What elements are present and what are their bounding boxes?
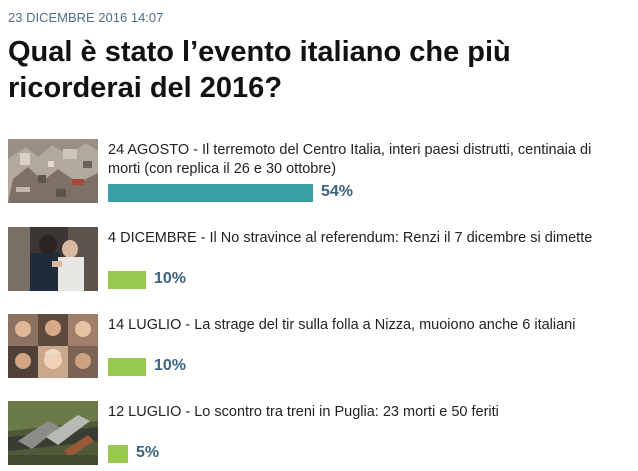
result-percent: 54% [321, 183, 354, 200]
result-bar-row: 54% [108, 183, 626, 202]
poll-option-treni-puglia[interactable]: 12 LUGLIO - Lo scontro tra treni in Pugl… [8, 401, 632, 465]
earthquake-rubble-photo [8, 139, 98, 203]
poll-option-text: 12 LUGLIO - Lo scontro tra treni in Pugl… [108, 404, 499, 420]
poll-option-terremoto[interactable]: 24 AGOSTO - Il terremoto del Centro Ital… [8, 139, 632, 203]
result-percent: 10% [154, 270, 187, 287]
victims-faces-collage-photo [8, 314, 98, 378]
result-bar [108, 184, 313, 202]
result-percent: 10% [154, 357, 187, 374]
result-bar [108, 445, 128, 463]
result-bar-row: 5% [108, 444, 626, 463]
result-bar [108, 358, 146, 376]
result-bar-row: 10% [108, 270, 626, 289]
poll-option-referendum[interactable]: 4 DICEMBRE - Il No stravince al referend… [8, 227, 632, 291]
poll-option-text: 14 LUGLIO - La strage del tir sulla foll… [108, 317, 576, 333]
train-crash-photo [8, 401, 98, 465]
result-percent: 5% [136, 444, 160, 461]
article-date: 23 DICEMBRE 2016 14:07 [8, 10, 164, 25]
poll-option-text: 4 DICEMBRE - Il No stravince al referend… [108, 230, 593, 246]
result-bar-row: 10% [108, 357, 626, 376]
result-bar [108, 271, 146, 289]
poll-option-text: 24 AGOSTO - Il terremoto del Centro Ital… [108, 142, 592, 177]
poll-option-nizza[interactable]: 14 LUGLIO - La strage del tir sulla foll… [8, 314, 632, 378]
poll-title: Qual è stato l’evento italiano che più r… [8, 36, 511, 104]
renzi-couple-photo [8, 227, 98, 291]
